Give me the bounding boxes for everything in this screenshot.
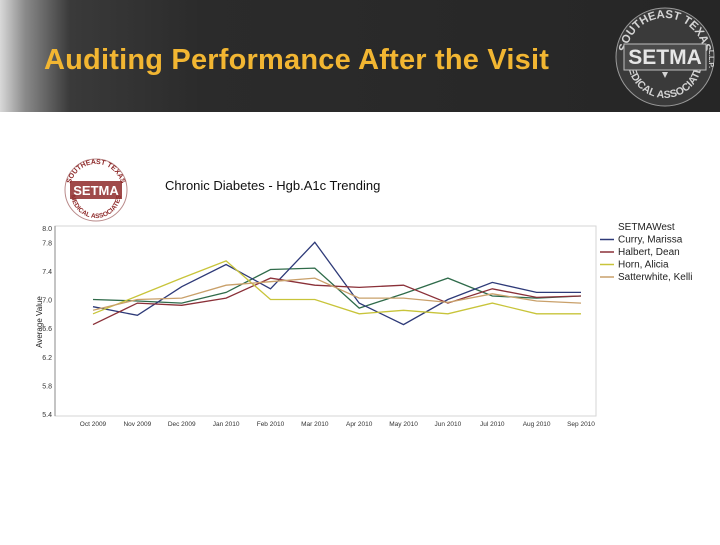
legend-label: SETMAWest xyxy=(618,222,675,233)
y-tick-label: 7.4 xyxy=(42,269,52,276)
legend-label: Halbert, Dean xyxy=(618,247,680,258)
y-tick-label: 5.8 xyxy=(42,383,52,390)
x-tick-label: Jul 2010 xyxy=(480,421,505,428)
plot-area: 5.4 5.8 6.2 6.6 7.0 7.4 7.8 8.0 Oct 2009 Nov 2009… xyxy=(42,225,597,428)
x-tick-label: Jan 2010 xyxy=(213,421,240,428)
x-tick-label: Feb 2010 xyxy=(257,421,285,428)
series-line-3 xyxy=(92,260,581,315)
y-tick-label: 7.0 xyxy=(42,298,52,305)
x-tick-label: Apr 2010 xyxy=(346,421,373,428)
logo-wordmark: SETMA xyxy=(628,46,702,69)
x-tick-label: Aug 2010 xyxy=(523,421,551,428)
y-tick-label: 6.2 xyxy=(42,355,52,362)
series-line-4 xyxy=(92,277,582,311)
y-tick-label: 6.6 xyxy=(42,326,52,333)
x-tick-label: Jun 2010 xyxy=(435,421,462,428)
plot-frame xyxy=(54,225,597,417)
x-tick-label: May 2010 xyxy=(389,421,418,428)
chart-title: Chronic Diabetes - Hgb.A1c Trending xyxy=(165,178,380,193)
logo-side-text: L.L.P. xyxy=(707,50,714,68)
slide-header: Auditing Performance After the Visit xyxy=(0,0,720,112)
y-tick-label: 7.8 xyxy=(42,240,52,247)
x-tick-label: Oct 2009 xyxy=(80,421,107,428)
x-tick-label: Nov 2009 xyxy=(123,421,151,428)
x-tick-label: Mar 2010 xyxy=(301,421,329,428)
series-line-1 xyxy=(92,241,581,326)
series-line-2 xyxy=(92,277,582,326)
x-tick-label: Sep 2010 xyxy=(567,421,595,428)
y-tick-label: 5.4 xyxy=(42,412,52,419)
slide-title: Auditing Performance After the Visit xyxy=(44,44,550,76)
legend-label: Satterwhite, Kelli xyxy=(618,272,692,283)
y-tick-label: 8.0 xyxy=(42,226,52,233)
legend-label: Horn, Alicia xyxy=(618,260,669,271)
x-tick-label: Dec 2009 xyxy=(168,421,196,428)
legend-label: Curry, Marissa xyxy=(618,235,683,246)
y-axis-label: Average Value xyxy=(35,296,44,348)
chart-logo-wordmark: SETMA xyxy=(73,183,119,198)
